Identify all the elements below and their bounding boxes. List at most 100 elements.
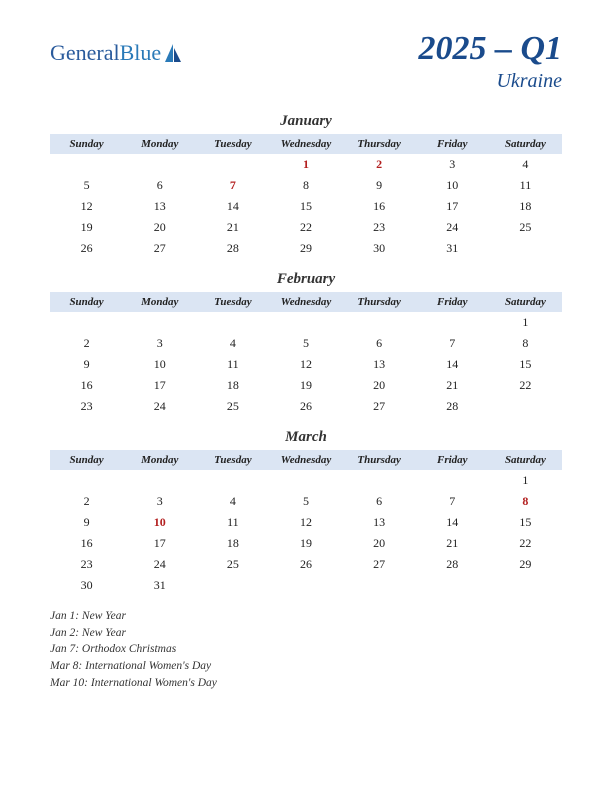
calendar-cell — [196, 312, 269, 333]
calendar-cell — [50, 154, 123, 175]
holiday-item: Jan 1: New Year — [50, 608, 562, 625]
calendar-cell: 18 — [196, 533, 269, 554]
quarter-title: 2025 – Q1 — [418, 30, 562, 68]
calendar-cell: 10 — [123, 354, 196, 375]
calendar-cell — [123, 312, 196, 333]
calendar-row: 12131415161718 — [50, 196, 562, 217]
day-header: Thursday — [343, 450, 416, 470]
calendar-cell: 17 — [416, 196, 489, 217]
calendar-row: 19202122232425 — [50, 217, 562, 238]
calendar-table: SundayMondayTuesdayWednesdayThursdayFrid… — [50, 292, 562, 417]
calendar-row: 1 — [50, 470, 562, 491]
calendar-cell: 26 — [50, 238, 123, 259]
calendar-cell: 28 — [416, 554, 489, 575]
calendar-cell — [416, 575, 489, 596]
calendar-cell: 9 — [50, 354, 123, 375]
calendar-cell: 24 — [123, 554, 196, 575]
calendar-cell — [489, 238, 562, 259]
calendar-row: 232425262728 — [50, 396, 562, 417]
day-header: Monday — [123, 292, 196, 312]
calendar-cell: 6 — [343, 491, 416, 512]
calendar-cell: 30 — [343, 238, 416, 259]
calendar-cell: 19 — [269, 375, 342, 396]
day-header: Monday — [123, 134, 196, 154]
calendar-cell: 27 — [343, 554, 416, 575]
calendar-cell: 25 — [196, 396, 269, 417]
calendar-cell: 7 — [416, 491, 489, 512]
holidays-list: Jan 1: New YearJan 2: New YearJan 7: Ort… — [50, 608, 562, 691]
calendar-row: 1234 — [50, 154, 562, 175]
calendar-cell — [489, 575, 562, 596]
day-header: Friday — [416, 134, 489, 154]
day-header: Saturday — [489, 292, 562, 312]
calendar-row: 567891011 — [50, 175, 562, 196]
calendar-cell — [269, 312, 342, 333]
calendar-row: 9101112131415 — [50, 512, 562, 533]
day-header: Tuesday — [196, 292, 269, 312]
calendar-cell: 31 — [123, 575, 196, 596]
calendar-cell — [50, 470, 123, 491]
calendar-cell: 6 — [343, 333, 416, 354]
calendar-cell: 5 — [50, 175, 123, 196]
calendar-cell: 19 — [269, 533, 342, 554]
calendar-cell: 15 — [489, 354, 562, 375]
calendar-cell: 15 — [489, 512, 562, 533]
calendar-cell: 7 — [416, 333, 489, 354]
calendar-cell — [196, 470, 269, 491]
calendar-cell: 20 — [123, 217, 196, 238]
holiday-item: Mar 10: International Women's Day — [50, 675, 562, 692]
month-block: March SundayMondayTuesdayWednesdayThursda… — [50, 429, 562, 596]
title-block: 2025 – Q1 Ukraine — [418, 30, 562, 93]
day-header: Friday — [416, 292, 489, 312]
day-header: Saturday — [489, 134, 562, 154]
month-name: March — [50, 429, 562, 446]
calendar-cell: 16 — [343, 196, 416, 217]
calendar-table: SundayMondayTuesdayWednesdayThursdayFrid… — [50, 450, 562, 596]
calendar-cell: 1 — [489, 470, 562, 491]
calendar-cell: 2 — [50, 491, 123, 512]
day-header: Monday — [123, 450, 196, 470]
calendar-cell: 4 — [196, 491, 269, 512]
calendar-cell: 26 — [269, 554, 342, 575]
calendar-cell — [269, 575, 342, 596]
calendar-cell: 10 — [123, 512, 196, 533]
country-title: Ukraine — [418, 70, 562, 93]
calendar-cell: 2 — [343, 154, 416, 175]
day-header: Sunday — [50, 450, 123, 470]
calendar-cell — [416, 470, 489, 491]
calendar-cell: 3 — [123, 333, 196, 354]
calendar-cell: 18 — [489, 196, 562, 217]
day-header: Sunday — [50, 292, 123, 312]
calendar-cell: 13 — [123, 196, 196, 217]
calendar-cell: 12 — [269, 354, 342, 375]
day-header: Wednesday — [269, 134, 342, 154]
calendar-row: 262728293031 — [50, 238, 562, 259]
calendar-cell: 8 — [489, 333, 562, 354]
calendar-cell — [343, 470, 416, 491]
calendar-cell: 20 — [343, 375, 416, 396]
calendar-cell: 4 — [196, 333, 269, 354]
calendar-cell: 9 — [343, 175, 416, 196]
calendar-cell — [489, 396, 562, 417]
calendar-cell: 29 — [269, 238, 342, 259]
calendar-cell: 27 — [123, 238, 196, 259]
calendar-cell: 14 — [416, 354, 489, 375]
calendar-row: 23242526272829 — [50, 554, 562, 575]
calendar-cell: 13 — [343, 354, 416, 375]
calendar-cell: 23 — [50, 554, 123, 575]
calendar-cell: 23 — [50, 396, 123, 417]
calendar-cell: 5 — [269, 333, 342, 354]
calendar-cell: 24 — [416, 217, 489, 238]
day-header: Tuesday — [196, 134, 269, 154]
calendar-cell: 13 — [343, 512, 416, 533]
calendar-cell: 18 — [196, 375, 269, 396]
calendar-cell: 17 — [123, 375, 196, 396]
day-header: Wednesday — [269, 292, 342, 312]
calendar-cell — [196, 575, 269, 596]
holiday-item: Jan 7: Orthodox Christmas — [50, 641, 562, 658]
calendar-cell: 1 — [489, 312, 562, 333]
calendar-row: 9101112131415 — [50, 354, 562, 375]
day-header: Saturday — [489, 450, 562, 470]
calendar-cell: 12 — [269, 512, 342, 533]
month-name: February — [50, 271, 562, 288]
